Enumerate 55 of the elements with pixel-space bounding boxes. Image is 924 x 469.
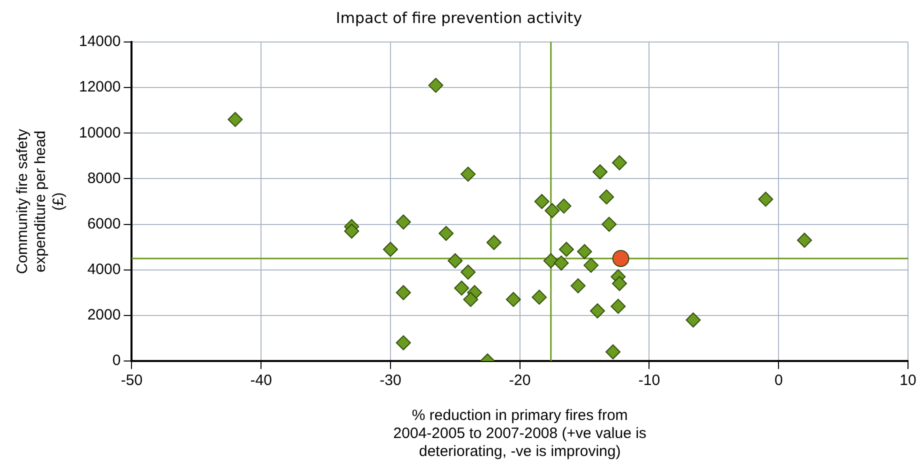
point (758, 192, 774, 207)
y-tick-label: 0 (112, 352, 121, 370)
point (544, 203, 560, 218)
point (396, 214, 411, 230)
point (602, 216, 617, 232)
point (796, 232, 812, 248)
point (612, 250, 630, 267)
point (577, 244, 592, 260)
point (448, 253, 463, 268)
point (344, 224, 360, 239)
point (396, 285, 411, 300)
y-tick-label: 4000 (87, 261, 121, 278)
point (428, 78, 444, 93)
y-axis-title: Community fire safety expenditure per head (£) (14, 128, 68, 274)
x-axis-title: % reduction in primary fires from 2004-2005 to 2007-2008 (+ve value is deteriorating, -ve is improving) (393, 407, 646, 460)
point (606, 344, 621, 360)
point (460, 264, 476, 280)
point (558, 242, 574, 257)
x-tick-label: -50 (120, 372, 143, 390)
x-tick-label: -20 (509, 372, 531, 390)
point (506, 292, 521, 307)
point (556, 198, 572, 214)
x-tick-label: -10 (638, 372, 660, 390)
point (486, 235, 502, 250)
point (532, 290, 547, 305)
x-tick-label: 10 (900, 372, 916, 390)
y-tick-label: 14000 (78, 33, 121, 50)
point (686, 312, 701, 328)
point (463, 292, 478, 307)
point (584, 258, 599, 273)
y-tick-label: 2000 (87, 306, 121, 324)
y-tick-label: 8000 (87, 170, 121, 187)
point (612, 276, 627, 292)
y-tick-label: 6000 (87, 215, 121, 232)
point (228, 112, 243, 127)
point (534, 194, 550, 209)
point (599, 189, 614, 204)
y-tick-label: 12000 (78, 78, 121, 96)
point (382, 242, 398, 257)
x-tick-label: 0 (774, 372, 783, 390)
point (612, 155, 627, 170)
y-tick-label: 10000 (78, 124, 121, 142)
x-tick-label: -40 (250, 372, 272, 390)
point (592, 164, 608, 180)
x-tick-label: -30 (380, 372, 402, 390)
point (570, 278, 586, 294)
point (460, 166, 476, 182)
point (438, 226, 454, 241)
point (396, 335, 411, 350)
point (590, 303, 605, 318)
point (454, 280, 470, 296)
point (554, 256, 569, 271)
point (543, 253, 558, 268)
chart-title: Impact of fire prevention activity (336, 8, 582, 27)
point (610, 298, 626, 314)
